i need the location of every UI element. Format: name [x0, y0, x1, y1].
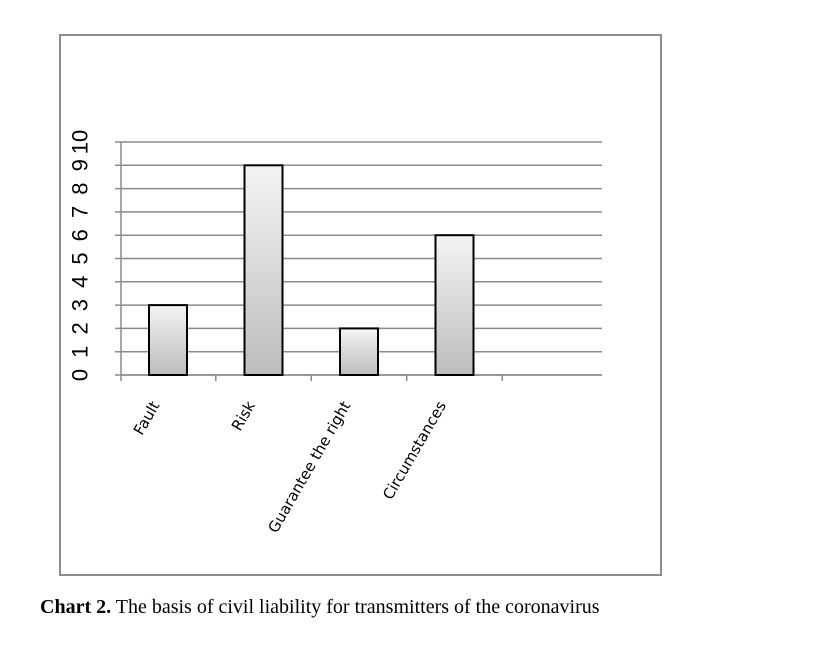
- bar-risk: [243, 164, 284, 376]
- chart-caption: Chart 2. The basis of civil liability fo…: [40, 596, 800, 619]
- x-tick-label: Fault: [130, 398, 164, 438]
- x-tick-label: Risk: [228, 398, 259, 434]
- x-tick-label: Circumstances: [379, 398, 450, 503]
- caption-text: The basis of civil liability for transmi…: [111, 596, 600, 618]
- x-tick-label: Guarantee the right: [264, 398, 354, 536]
- y-tick-label: 6: [68, 229, 93, 241]
- y-tick-label: 5: [68, 252, 93, 264]
- y-tick-label: 9: [68, 159, 93, 171]
- y-tick-label: 3: [68, 299, 93, 311]
- caption-label: Chart 2.: [40, 596, 112, 618]
- y-tick-label: 10: [68, 130, 93, 154]
- bar-guarantee-the-right: [339, 327, 379, 376]
- bar-fault: [148, 304, 188, 377]
- y-tick-label: 4: [68, 276, 93, 288]
- y-tick-label: 1: [68, 346, 93, 358]
- y-tick-label: 2: [68, 322, 93, 334]
- y-tick-label: 0: [68, 369, 93, 381]
- y-tick-label: 7: [68, 206, 93, 218]
- bar-circumstances: [434, 234, 475, 376]
- y-tick-label: 8: [68, 182, 93, 194]
